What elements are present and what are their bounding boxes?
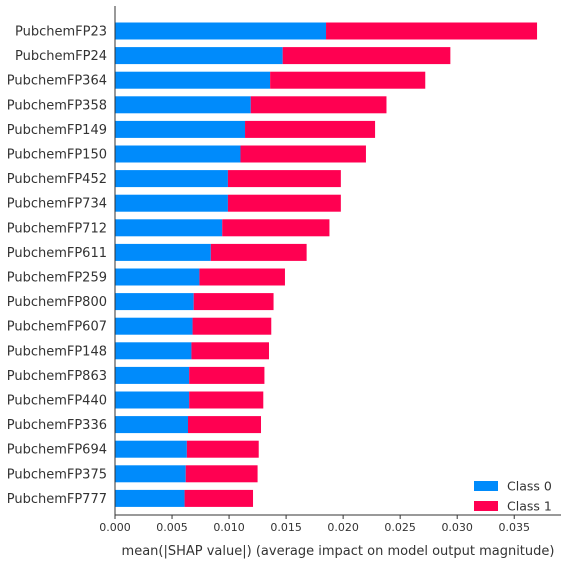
legend: Class 0 Class 1 <box>474 479 552 514</box>
bar-class1-pubchemfp607 <box>192 317 272 335</box>
feature-label: PubchemFP694 <box>7 443 107 458</box>
bar-class0-pubchemfp712 <box>115 219 223 237</box>
feature-label: PubchemFP734 <box>7 197 107 212</box>
feature-label: PubchemFP336 <box>7 418 107 433</box>
feature-labels: PubchemFP23 PubchemFP24 PubchemFP364 Pubche… <box>7 25 107 507</box>
x-tick-label: 0.000 <box>99 521 131 534</box>
feature-label: PubchemFP149 <box>7 123 107 138</box>
bar-class1-pubchemfp148 <box>191 342 269 360</box>
bar-class0-pubchemfp440 <box>115 391 190 409</box>
x-tick-label: 0.005 <box>156 521 188 534</box>
bar-class0-pubchemfp358 <box>115 96 251 114</box>
bar-class1-pubchemfp452 <box>227 170 341 188</box>
x-axis-ticks: 0.000 0.005 0.010 0.015 0.020 0.025 0.030 0.035 <box>99 515 530 534</box>
feature-label: PubchemFP863 <box>7 369 107 384</box>
bar-class0-pubchemfp611 <box>115 243 211 261</box>
feature-label: PubchemFP364 <box>7 74 107 89</box>
x-tick-label: 0.035 <box>498 521 530 534</box>
bar-class1-pubchemfp364 <box>270 71 426 89</box>
bars-layer <box>115 22 538 507</box>
bar-class1-pubchemfp259 <box>199 268 285 286</box>
x-axis-title: mean(|SHAP value|) (average impact on mo… <box>122 544 555 559</box>
bar-class1-pubchemfp863 <box>189 366 265 384</box>
bar-class0-pubchemfp694 <box>115 440 187 458</box>
legend-swatch-class0 <box>474 481 498 491</box>
bar-class0-pubchemfp149 <box>115 120 246 138</box>
bar-class0-pubchemfp863 <box>115 366 190 384</box>
x-tick-label: 0.010 <box>213 521 245 534</box>
feature-label: PubchemFP611 <box>7 246 107 261</box>
bar-class0-pubchemfp336 <box>115 416 189 434</box>
feature-label: PubchemFP24 <box>15 49 107 64</box>
feature-label: PubchemFP440 <box>7 394 107 409</box>
feature-label: PubchemFP259 <box>7 271 107 286</box>
bar-class1-pubchemfp734 <box>227 194 341 212</box>
bar-class1-pubchemfp150 <box>240 145 366 163</box>
bar-class1-pubchemfp149 <box>245 120 376 138</box>
bar-class0-pubchemfp24 <box>115 47 283 65</box>
bar-class1-pubchemfp336 <box>188 416 262 434</box>
x-tick-label: 0.020 <box>327 521 359 534</box>
bar-class0-pubchemfp607 <box>115 317 193 335</box>
legend-label-class0: Class 0 <box>507 479 552 494</box>
feature-label: PubchemFP23 <box>15 25 107 40</box>
bar-class0-pubchemfp777 <box>115 489 185 507</box>
bar-class1-pubchemfp375 <box>185 465 258 483</box>
bar-class1-pubchemfp23 <box>326 22 538 40</box>
bar-class1-pubchemfp800 <box>193 293 274 311</box>
bar-class1-pubchemfp694 <box>186 440 259 458</box>
bar-class0-pubchemfp375 <box>115 465 186 483</box>
legend-label-class1: Class 1 <box>507 499 552 514</box>
bar-class0-pubchemfp364 <box>115 71 271 89</box>
bar-class0-pubchemfp148 <box>115 342 192 360</box>
bar-class1-pubchemfp611 <box>210 243 307 261</box>
bar-class0-pubchemfp259 <box>115 268 200 286</box>
feature-label: PubchemFP150 <box>7 148 107 163</box>
feature-label: PubchemFP375 <box>7 467 107 482</box>
bar-class1-pubchemfp440 <box>189 391 264 409</box>
bar-class0-pubchemfp150 <box>115 145 241 163</box>
feature-label: PubchemFP358 <box>7 98 107 113</box>
feature-label: PubchemFP148 <box>7 344 107 359</box>
bar-class1-pubchemfp712 <box>222 219 330 237</box>
x-tick-label: 0.025 <box>384 521 416 534</box>
feature-label: PubchemFP607 <box>7 320 107 335</box>
bar-class0-pubchemfp23 <box>115 22 327 40</box>
feature-label: PubchemFP452 <box>7 172 107 187</box>
bar-class1-pubchemfp24 <box>282 47 451 65</box>
bar-class0-pubchemfp800 <box>115 293 194 311</box>
feature-label: PubchemFP712 <box>7 221 107 236</box>
legend-swatch-class1 <box>474 501 498 511</box>
bar-class1-pubchemfp358 <box>250 96 387 114</box>
x-tick-label: 0.030 <box>441 521 473 534</box>
feature-label: PubchemFP800 <box>7 295 107 310</box>
feature-label: PubchemFP777 <box>7 492 107 507</box>
bar-class1-pubchemfp777 <box>184 489 254 507</box>
bar-class0-pubchemfp734 <box>115 194 228 212</box>
x-tick-label: 0.015 <box>270 521 302 534</box>
bar-class0-pubchemfp452 <box>115 170 228 188</box>
